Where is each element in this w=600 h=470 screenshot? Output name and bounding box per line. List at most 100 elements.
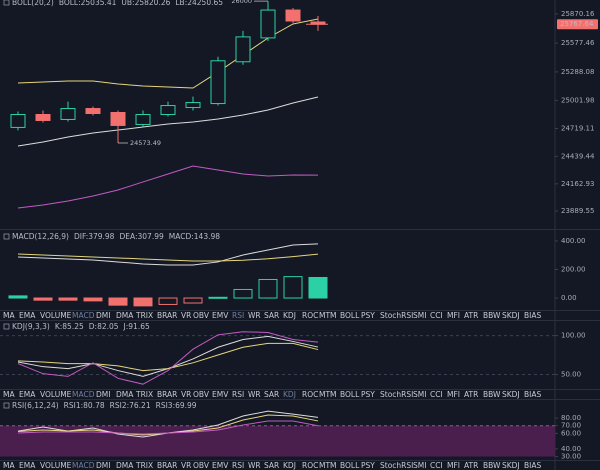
indicator-tab[interactable]: EMA <box>19 311 36 320</box>
indicator-tab[interactable]: ATR <box>464 390 478 399</box>
indicator-tab[interactable]: DMI <box>96 390 110 399</box>
indicator-tab[interactable]: StochRSI <box>380 461 413 470</box>
indicator-tab[interactable]: MACD <box>72 461 95 470</box>
indicator-tab[interactable]: KDJ <box>283 390 296 399</box>
indicator-tab[interactable]: StochRSI <box>380 390 413 399</box>
indicator-tab[interactable]: VR <box>181 461 191 470</box>
indicator-tab[interactable]: SAR <box>264 461 279 470</box>
indicator-tab[interactable]: RSI <box>232 311 244 320</box>
indicator-tab[interactable]: BIAS <box>524 461 541 470</box>
indicator-tab[interactable]: EMV <box>212 390 229 399</box>
indicator-tab[interactable]: MA <box>3 311 15 320</box>
indicator-tab[interactable]: PSY <box>361 390 375 399</box>
indicator-tab[interactable]: EMV <box>212 311 229 320</box>
y-tick-label: 70.00 <box>561 422 581 430</box>
indicator-tab[interactable]: MA <box>3 461 15 470</box>
indicator-tab[interactable]: WR <box>248 461 261 470</box>
indicator-tab[interactable]: EMA <box>19 390 36 399</box>
indicator-tab[interactable]: WR <box>248 390 261 399</box>
indicator-tab[interactable]: VOLUME <box>40 461 72 470</box>
indicator-tab[interactable]: OBV <box>193 461 210 470</box>
candle-body <box>85 108 101 115</box>
candle-body <box>160 105 176 115</box>
indicator-tab[interactable]: DMA <box>116 390 134 399</box>
indicator-tab[interactable]: MA <box>3 390 15 399</box>
y-tick-label: 30.00 <box>561 453 581 461</box>
indicator-tab[interactable]: TRIX <box>135 390 153 399</box>
indicator-tab[interactable]: StochRSI <box>380 311 413 320</box>
indicator-tab[interactable]: BRAR <box>157 311 177 320</box>
indicator-tab[interactable]: ATR <box>464 311 478 320</box>
y-tick-label: 24439.44 <box>561 152 595 160</box>
indicator-tab[interactable]: WR <box>248 311 261 320</box>
indicator-tab[interactable]: SKDJ <box>502 390 520 399</box>
indicator-tab[interactable]: EMV <box>212 461 229 470</box>
indicator-tab[interactable]: MFI <box>447 461 460 470</box>
indicator-tab[interactable]: SMI <box>413 311 426 320</box>
legend-entry: K:85.25 <box>55 322 84 331</box>
indicator-tab[interactable]: MFI <box>447 390 460 399</box>
indicator-tab[interactable]: MFI <box>447 311 460 320</box>
indicator-tab[interactable]: TRIX <box>135 311 153 320</box>
indicator-tab[interactable]: BRAR <box>157 390 177 399</box>
indicator-tab[interactable]: BRAR <box>157 461 177 470</box>
indicator-tab[interactable]: ATR <box>464 461 478 470</box>
indicator-tab[interactable]: EMA <box>19 461 36 470</box>
indicator-tab[interactable]: SAR <box>264 390 279 399</box>
y-tick-label: 25870.16 <box>561 10 595 18</box>
indicator-tab[interactable]: DMI <box>96 311 110 320</box>
indicator-tab[interactable]: DMA <box>116 461 134 470</box>
indicator-tab[interactable]: MACD <box>72 311 95 320</box>
indicator-tab[interactable]: VR <box>181 311 191 320</box>
indicator-tab[interactable]: CCI <box>430 461 443 470</box>
indicator-tab[interactable]: PSY <box>361 461 375 470</box>
indicator-tab[interactable]: DMA <box>116 311 134 320</box>
indicator-tab[interactable]: BOLL <box>340 311 360 320</box>
indicator-tab[interactable]: KDJ <box>283 311 296 320</box>
indicator-tab[interactable]: VOLUME <box>40 311 72 320</box>
macd-bar <box>208 296 228 299</box>
indicator-tab[interactable]: ROC <box>302 461 318 470</box>
indicator-tab[interactable]: OBV <box>193 390 210 399</box>
indicator-tab[interactable]: OBV <box>193 311 210 320</box>
indicator-tab[interactable]: CCI <box>430 390 443 399</box>
indicator-tab[interactable]: BBW <box>483 311 501 320</box>
indicator-tab[interactable]: VR <box>181 390 191 399</box>
indicator-tab[interactable]: ROC <box>302 390 318 399</box>
indicator-tab[interactable]: BBW <box>483 390 501 399</box>
candle-body <box>285 9 301 22</box>
indicator-tab[interactable]: BOLL <box>340 390 360 399</box>
indicator-tab[interactable]: MTM <box>319 390 337 399</box>
indicator-tab[interactable]: MTM <box>319 311 337 320</box>
indicator-tab[interactable]: VOLUME <box>40 390 72 399</box>
indicator-tab[interactable]: SKDJ <box>502 311 520 320</box>
y-tick-label: 23889.55 <box>561 207 594 215</box>
indicator-tab[interactable]: PSY <box>361 311 375 320</box>
y-tick-label: 25577.46 <box>561 39 595 47</box>
indicator-tab[interactable]: DMI <box>96 461 110 470</box>
indicator-tab[interactable]: MTM <box>319 461 337 470</box>
indicator-tab[interactable]: BBW <box>483 461 501 470</box>
last-price-label: 25767.64 <box>560 20 594 28</box>
indicator-tab[interactable]: BOLL <box>340 461 360 470</box>
indicator-tab[interactable]: BIAS <box>524 390 541 399</box>
indicator-tab[interactable]: RSI <box>232 461 244 470</box>
indicator-tab[interactable]: SMI <box>413 461 426 470</box>
indicator-tab[interactable]: SKDJ <box>502 461 520 470</box>
legend-entry: UB:25820.26 <box>121 0 170 7</box>
candle-body <box>260 9 276 39</box>
indicator-tab[interactable]: CCI <box>430 311 443 320</box>
indicator-line <box>17 243 319 266</box>
indicator-tab[interactable]: SMI <box>413 390 426 399</box>
indicator-tab[interactable]: BIAS <box>524 311 541 320</box>
macd-bar <box>308 276 328 299</box>
indicator-tab[interactable]: SAR <box>264 311 279 320</box>
y-tick-label: 24719.11 <box>561 125 594 133</box>
indicator-tab[interactable]: ROC <box>302 311 318 320</box>
indicator-tab[interactable]: MACD <box>72 390 95 399</box>
indicator-tab[interactable]: RSI <box>232 390 244 399</box>
macd-bar <box>58 297 78 301</box>
indicator-tab[interactable]: TRIX <box>135 461 153 470</box>
indicator-tab[interactable]: KDJ <box>283 461 296 470</box>
